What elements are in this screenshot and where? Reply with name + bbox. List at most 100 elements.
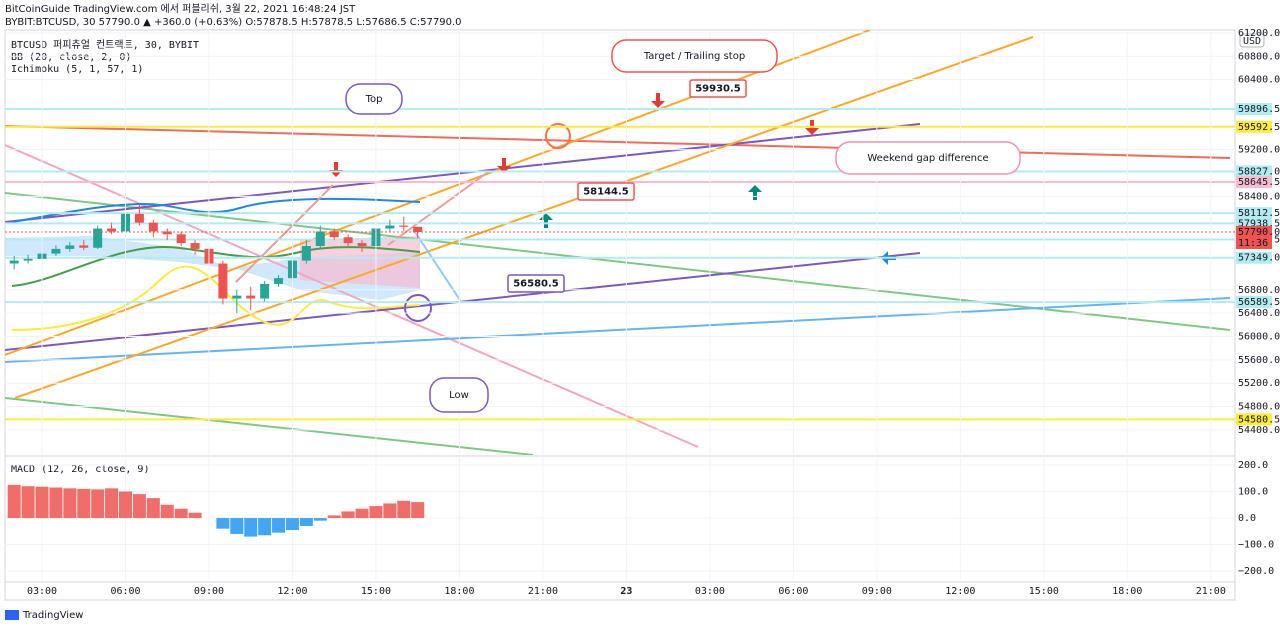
trend-line: [5, 144, 699, 448]
level-badge: [1236, 207, 1272, 220]
annotation: Low: [449, 390, 469, 401]
y-tick-label: 60400.0: [1238, 75, 1280, 86]
macd-bar: [285, 518, 299, 530]
macd-bar: [160, 504, 174, 519]
macd-bar: [21, 486, 35, 519]
candle-body: [148, 222, 158, 232]
x-tick-label: 09:00: [194, 586, 224, 597]
level-label: 59592.5: [1238, 122, 1280, 133]
arrow: [387, 171, 489, 246]
x-tick-label: 21:00: [528, 586, 558, 597]
y-tick-label: −100.0: [1238, 540, 1274, 551]
candle-body: [9, 260, 19, 264]
macd-bar: [146, 498, 160, 519]
arrow: [235, 184, 334, 283]
y-tick-label: 200.0: [1238, 460, 1268, 471]
level-label: 54580.5: [1238, 414, 1280, 425]
x-tick-label: 06:00: [778, 586, 808, 597]
macd-bar: [369, 506, 383, 519]
macd-bar: [258, 518, 272, 536]
face-icon: [404, 294, 432, 322]
candle-body: [79, 245, 89, 248]
candle-body: [385, 225, 395, 229]
level-badge: [1236, 296, 1272, 309]
annotation-box: [345, 83, 403, 115]
candle-body: [413, 226, 423, 232]
macd-bar: [35, 486, 49, 519]
macd-bar: [383, 503, 397, 519]
ichimoku-line: [11, 246, 421, 287]
currency-badge: [1239, 33, 1265, 48]
macd-bar: [299, 518, 313, 527]
trend-line: [5, 397, 534, 455]
macd-bar: [216, 518, 230, 529]
level-badge: [1236, 251, 1272, 264]
last-price-badge: [1236, 225, 1272, 249]
legend-line: Ichimoku (5, 1, 57, 1): [11, 64, 143, 75]
level-badge: [1236, 413, 1272, 426]
candle-body: [232, 295, 242, 299]
candle-body: [107, 228, 117, 232]
countdown: 11:36: [1238, 238, 1268, 249]
macd-bar: [174, 508, 188, 519]
x-tick-label: 12:00: [945, 586, 975, 597]
x-tick-label: 03:00: [695, 586, 725, 597]
candle-body: [357, 243, 367, 247]
candle-body: [329, 231, 339, 238]
legend-line: BB (20, close, 2, 0): [11, 52, 131, 63]
candle-body: [134, 213, 144, 223]
level-label: 56589.5: [1238, 297, 1280, 308]
level-label: 58827.0: [1238, 166, 1280, 177]
y-tick-label: 56400.0: [1238, 308, 1280, 319]
y-tick-label: 59200.0: [1238, 145, 1280, 156]
macd-bar: [49, 487, 63, 519]
level-badge: [1236, 176, 1272, 189]
annotation: 56580.5: [513, 279, 559, 290]
last-price-label: 57790.0: [1238, 227, 1280, 238]
candle-body: [190, 243, 200, 249]
level-label: 58645.5: [1238, 177, 1280, 188]
publish-line: BitCoinGuide TradingView.com 에서 퍼블리쉬, 3월…: [5, 3, 356, 15]
x-tick-label: 23: [620, 586, 632, 597]
macd-legend: MACD (12, 26, close, 9): [11, 464, 149, 475]
y-tick-label: 54800.0: [1238, 402, 1280, 413]
level-label: 57938.5: [1238, 218, 1280, 229]
annotation: Top: [365, 94, 383, 105]
candle-body: [65, 245, 75, 249]
annotation: Weekend gap difference: [867, 153, 988, 164]
annotation: 58144.5: [583, 187, 629, 198]
candle-body: [260, 283, 270, 299]
x-tick-label: 15:00: [1029, 586, 1059, 597]
legend-line: BTCUSD 퍼피츄얼 컨트랙트, 30, BYBIT: [11, 39, 199, 51]
annotation: 59930.5: [695, 84, 741, 95]
level-label: 57349.0: [1238, 253, 1280, 264]
level-label: 59896.5: [1238, 104, 1280, 115]
annotation: Target / Trailing stop: [643, 51, 745, 62]
x-tick-label: 12:00: [277, 586, 307, 597]
candle-body: [51, 248, 61, 254]
macd-bar: [411, 502, 425, 519]
macd-bar: [341, 511, 355, 519]
macd-bar: [272, 518, 286, 533]
chart-frame: [4, 29, 1236, 601]
y-tick-label: 56000.0: [1238, 331, 1280, 342]
candle-body: [246, 295, 256, 299]
y-tick-label: 61200.0: [1238, 28, 1280, 39]
x-tick-label: 18:00: [1112, 586, 1142, 597]
candle-body: [315, 231, 325, 247]
candle-body: [274, 278, 284, 284]
macd-bar: [91, 489, 105, 519]
macd-bar: [7, 484, 21, 519]
symbol-line: BYBIT:BTCUSD, 30 57790.0 ▲ +360.0 (+0.63…: [5, 17, 462, 28]
y-tick-label: 0.0: [1238, 513, 1256, 524]
annotation-box: [611, 39, 778, 73]
y-tick-label: 55600.0: [1238, 355, 1280, 366]
arrow: [414, 231, 461, 301]
x-tick-label: 06:00: [110, 586, 140, 597]
bb-upper: [11, 197, 421, 223]
y-tick-label: −200.0: [1238, 566, 1274, 577]
level-badge: [1236, 120, 1272, 133]
trend-line: [14, 36, 1034, 399]
bb-lower: [11, 265, 421, 331]
